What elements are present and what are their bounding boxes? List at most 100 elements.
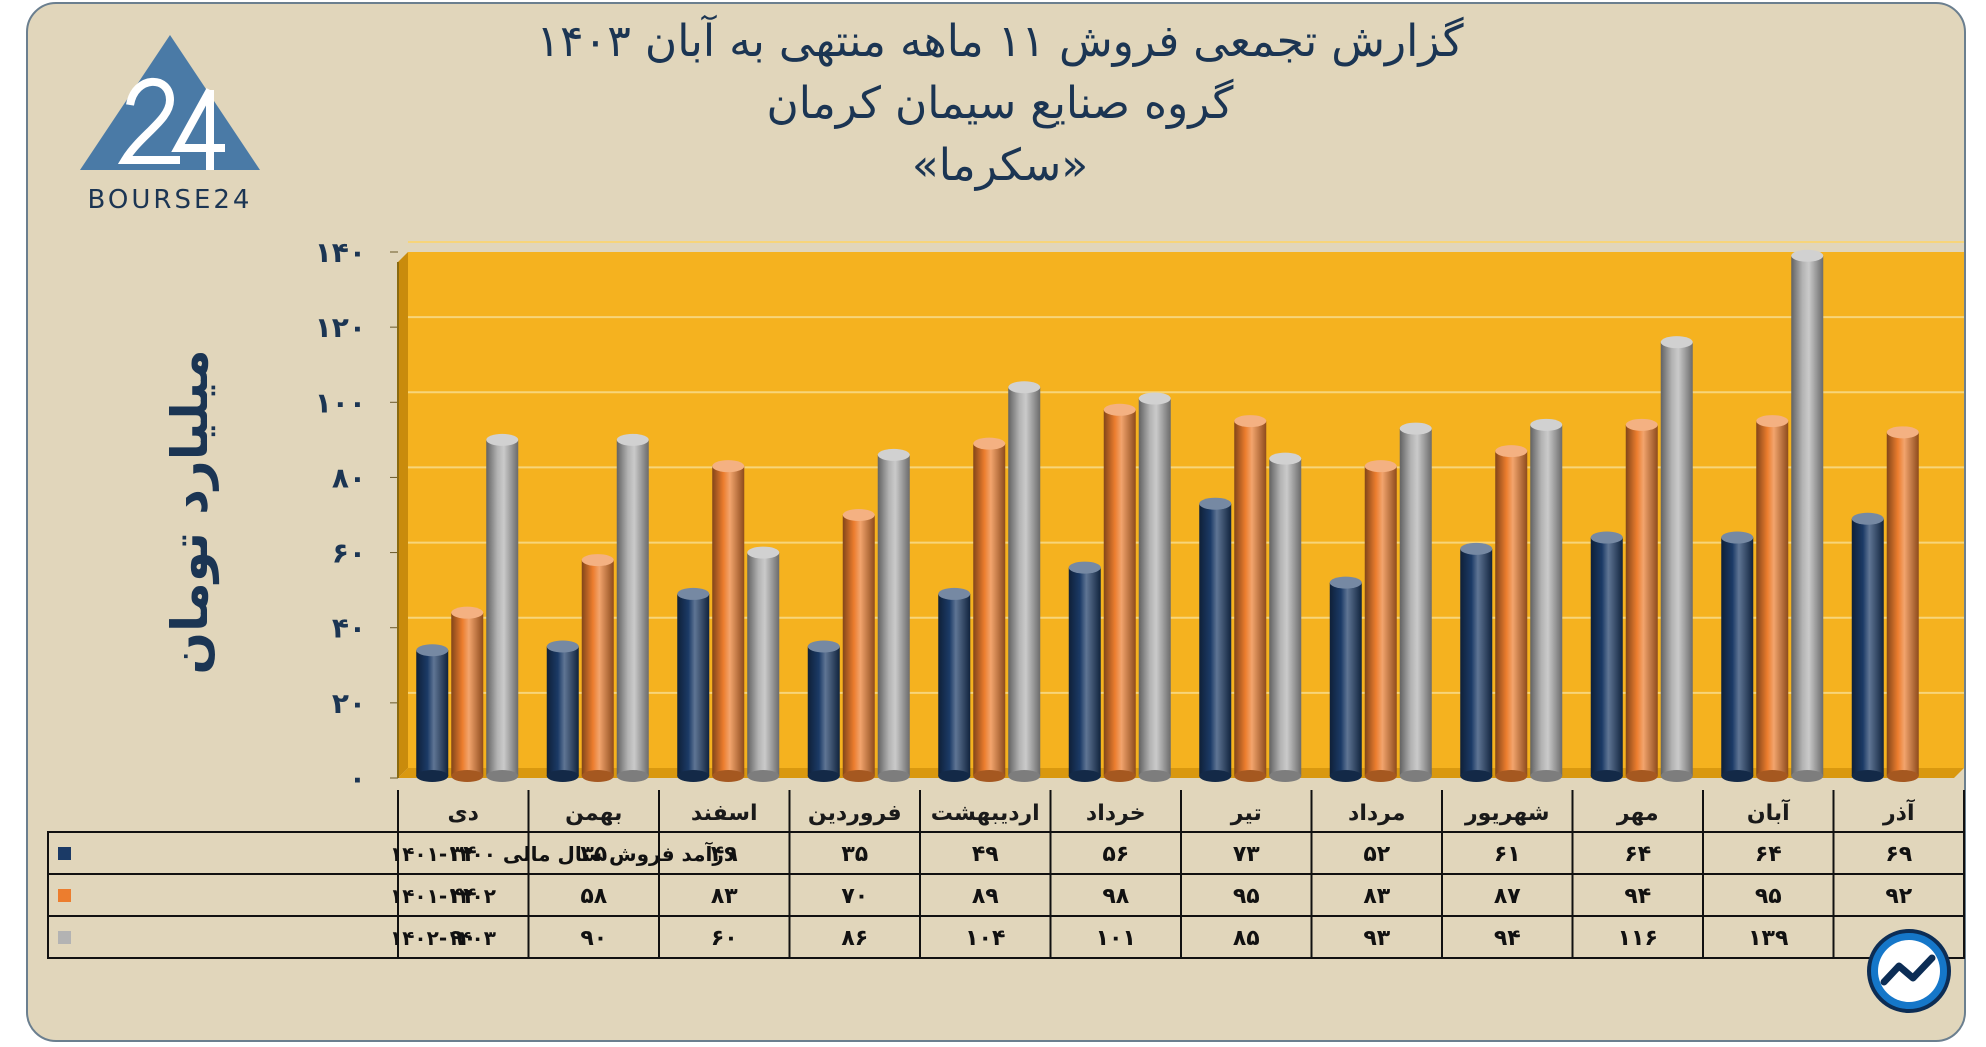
bar-top (712, 460, 745, 473)
y-tick-label: ۲۰ (332, 687, 366, 720)
data-label: ۸۳ (1363, 884, 1390, 909)
category-label: خرداد (1086, 801, 1146, 826)
bar-top (973, 437, 1006, 450)
y-tick-label: ۱۲۰ (315, 311, 366, 344)
chart-title: گزارش تجمعی فروش ۱۱ ماهه منتهی به آبان ۱… (536, 16, 1464, 67)
bar (1660, 342, 1693, 776)
data-label: ۸۵ (1233, 926, 1260, 951)
bar-base (677, 770, 710, 782)
category-label: آذر (1882, 798, 1915, 826)
data-label: ۱۳۹ (1748, 926, 1788, 951)
bar-base (1364, 770, 1397, 782)
bar (581, 560, 614, 776)
data-label: ۸۹ (972, 884, 999, 909)
bar-base (1399, 770, 1432, 782)
bar (1590, 537, 1623, 776)
bar-base (1530, 770, 1563, 782)
bar-base (1269, 770, 1302, 782)
bar-top (616, 433, 649, 446)
bar-top (938, 587, 971, 600)
logo-text: BOURSE24 (88, 185, 253, 215)
bar-top (416, 644, 449, 657)
y-tick-label: ۴۰ (332, 612, 366, 645)
legend-swatch (58, 847, 71, 860)
bar-base (712, 770, 745, 782)
chart-subtitle: گروه صنایع سیمان کرمان (766, 78, 1234, 129)
category-label: مرداد (1348, 801, 1405, 826)
bar (1008, 387, 1041, 776)
bar (1234, 421, 1267, 776)
bar (1329, 582, 1362, 776)
bar (1068, 567, 1101, 776)
data-label: ۷۳ (1233, 842, 1260, 867)
chart-trend-icon (1867, 929, 1951, 1013)
bar (546, 646, 579, 776)
bar (712, 466, 745, 776)
bar-top (1399, 422, 1432, 435)
data-label: ۹۳ (1363, 926, 1390, 951)
bar (1721, 537, 1754, 776)
bar-base (581, 770, 614, 782)
bar-top (1495, 445, 1528, 458)
data-label: ۴۴ (450, 884, 477, 909)
data-label: ۹۴ (1494, 926, 1521, 951)
bar-base (973, 770, 1006, 782)
bar-base (877, 770, 910, 782)
data-label: ۹۵ (1755, 884, 1782, 909)
bar (451, 612, 484, 776)
bar (1103, 409, 1136, 776)
data-label: ۳۵ (841, 842, 868, 867)
bar (1269, 458, 1302, 776)
bar-base (486, 770, 519, 782)
table-border (47, 831, 1965, 959)
category-label: مهر (1616, 801, 1659, 826)
bar-base (842, 770, 875, 782)
category-label: بهمن (565, 801, 622, 826)
bar (1399, 428, 1432, 776)
bar-top (1103, 403, 1136, 416)
bar (1138, 398, 1171, 776)
bar (1791, 255, 1824, 776)
data-label: ۹۲ (1885, 884, 1912, 909)
bar-base (1008, 770, 1041, 782)
bar-base (1103, 770, 1136, 782)
data-label: ۹۰ (450, 926, 477, 951)
bar-base (1660, 770, 1693, 782)
bar-base (1068, 770, 1101, 782)
bar-top (1234, 415, 1267, 428)
bar-base (1791, 770, 1824, 782)
category-label: فروردین (808, 801, 902, 826)
bourse24-logo-icon: BOURSE24 (80, 35, 260, 215)
legend-series-name: ۱۴۰۲-۱۴۰۳ (390, 926, 496, 950)
bar-top (546, 640, 579, 653)
bar-top (1269, 452, 1302, 465)
bar (877, 454, 910, 776)
bar-top (451, 606, 484, 619)
data-label: ۵۶ (1102, 842, 1129, 867)
bar-base (1625, 770, 1658, 782)
bar-top (1364, 460, 1397, 473)
bar (1364, 466, 1397, 776)
data-label: ۹۵ (1233, 884, 1260, 909)
bar-top (1530, 418, 1563, 431)
bar-top (1721, 531, 1754, 544)
plot-area (408, 252, 1964, 768)
y-tick-label: ۱۰۰ (315, 386, 366, 419)
data-label: ۴۹ (711, 842, 738, 867)
plot-floor (398, 768, 1964, 778)
bar-base (1756, 770, 1789, 782)
bar-base (1495, 770, 1528, 782)
bar-top (842, 509, 875, 521)
bar-base (747, 770, 780, 782)
data-label: ۶۹ (1885, 842, 1912, 867)
category-label: آبان (1747, 798, 1790, 826)
bar (677, 593, 710, 776)
bar-top (1625, 418, 1658, 431)
data-label: ۹۴ (1624, 884, 1651, 909)
bar-top (1590, 531, 1623, 544)
bar (1530, 424, 1563, 776)
y-tick-label: ۶۰ (332, 537, 366, 570)
bar-top (1008, 381, 1041, 394)
y-tick-label: ۰ (349, 762, 366, 795)
chart-company-name: «سکرما» (911, 140, 1089, 191)
